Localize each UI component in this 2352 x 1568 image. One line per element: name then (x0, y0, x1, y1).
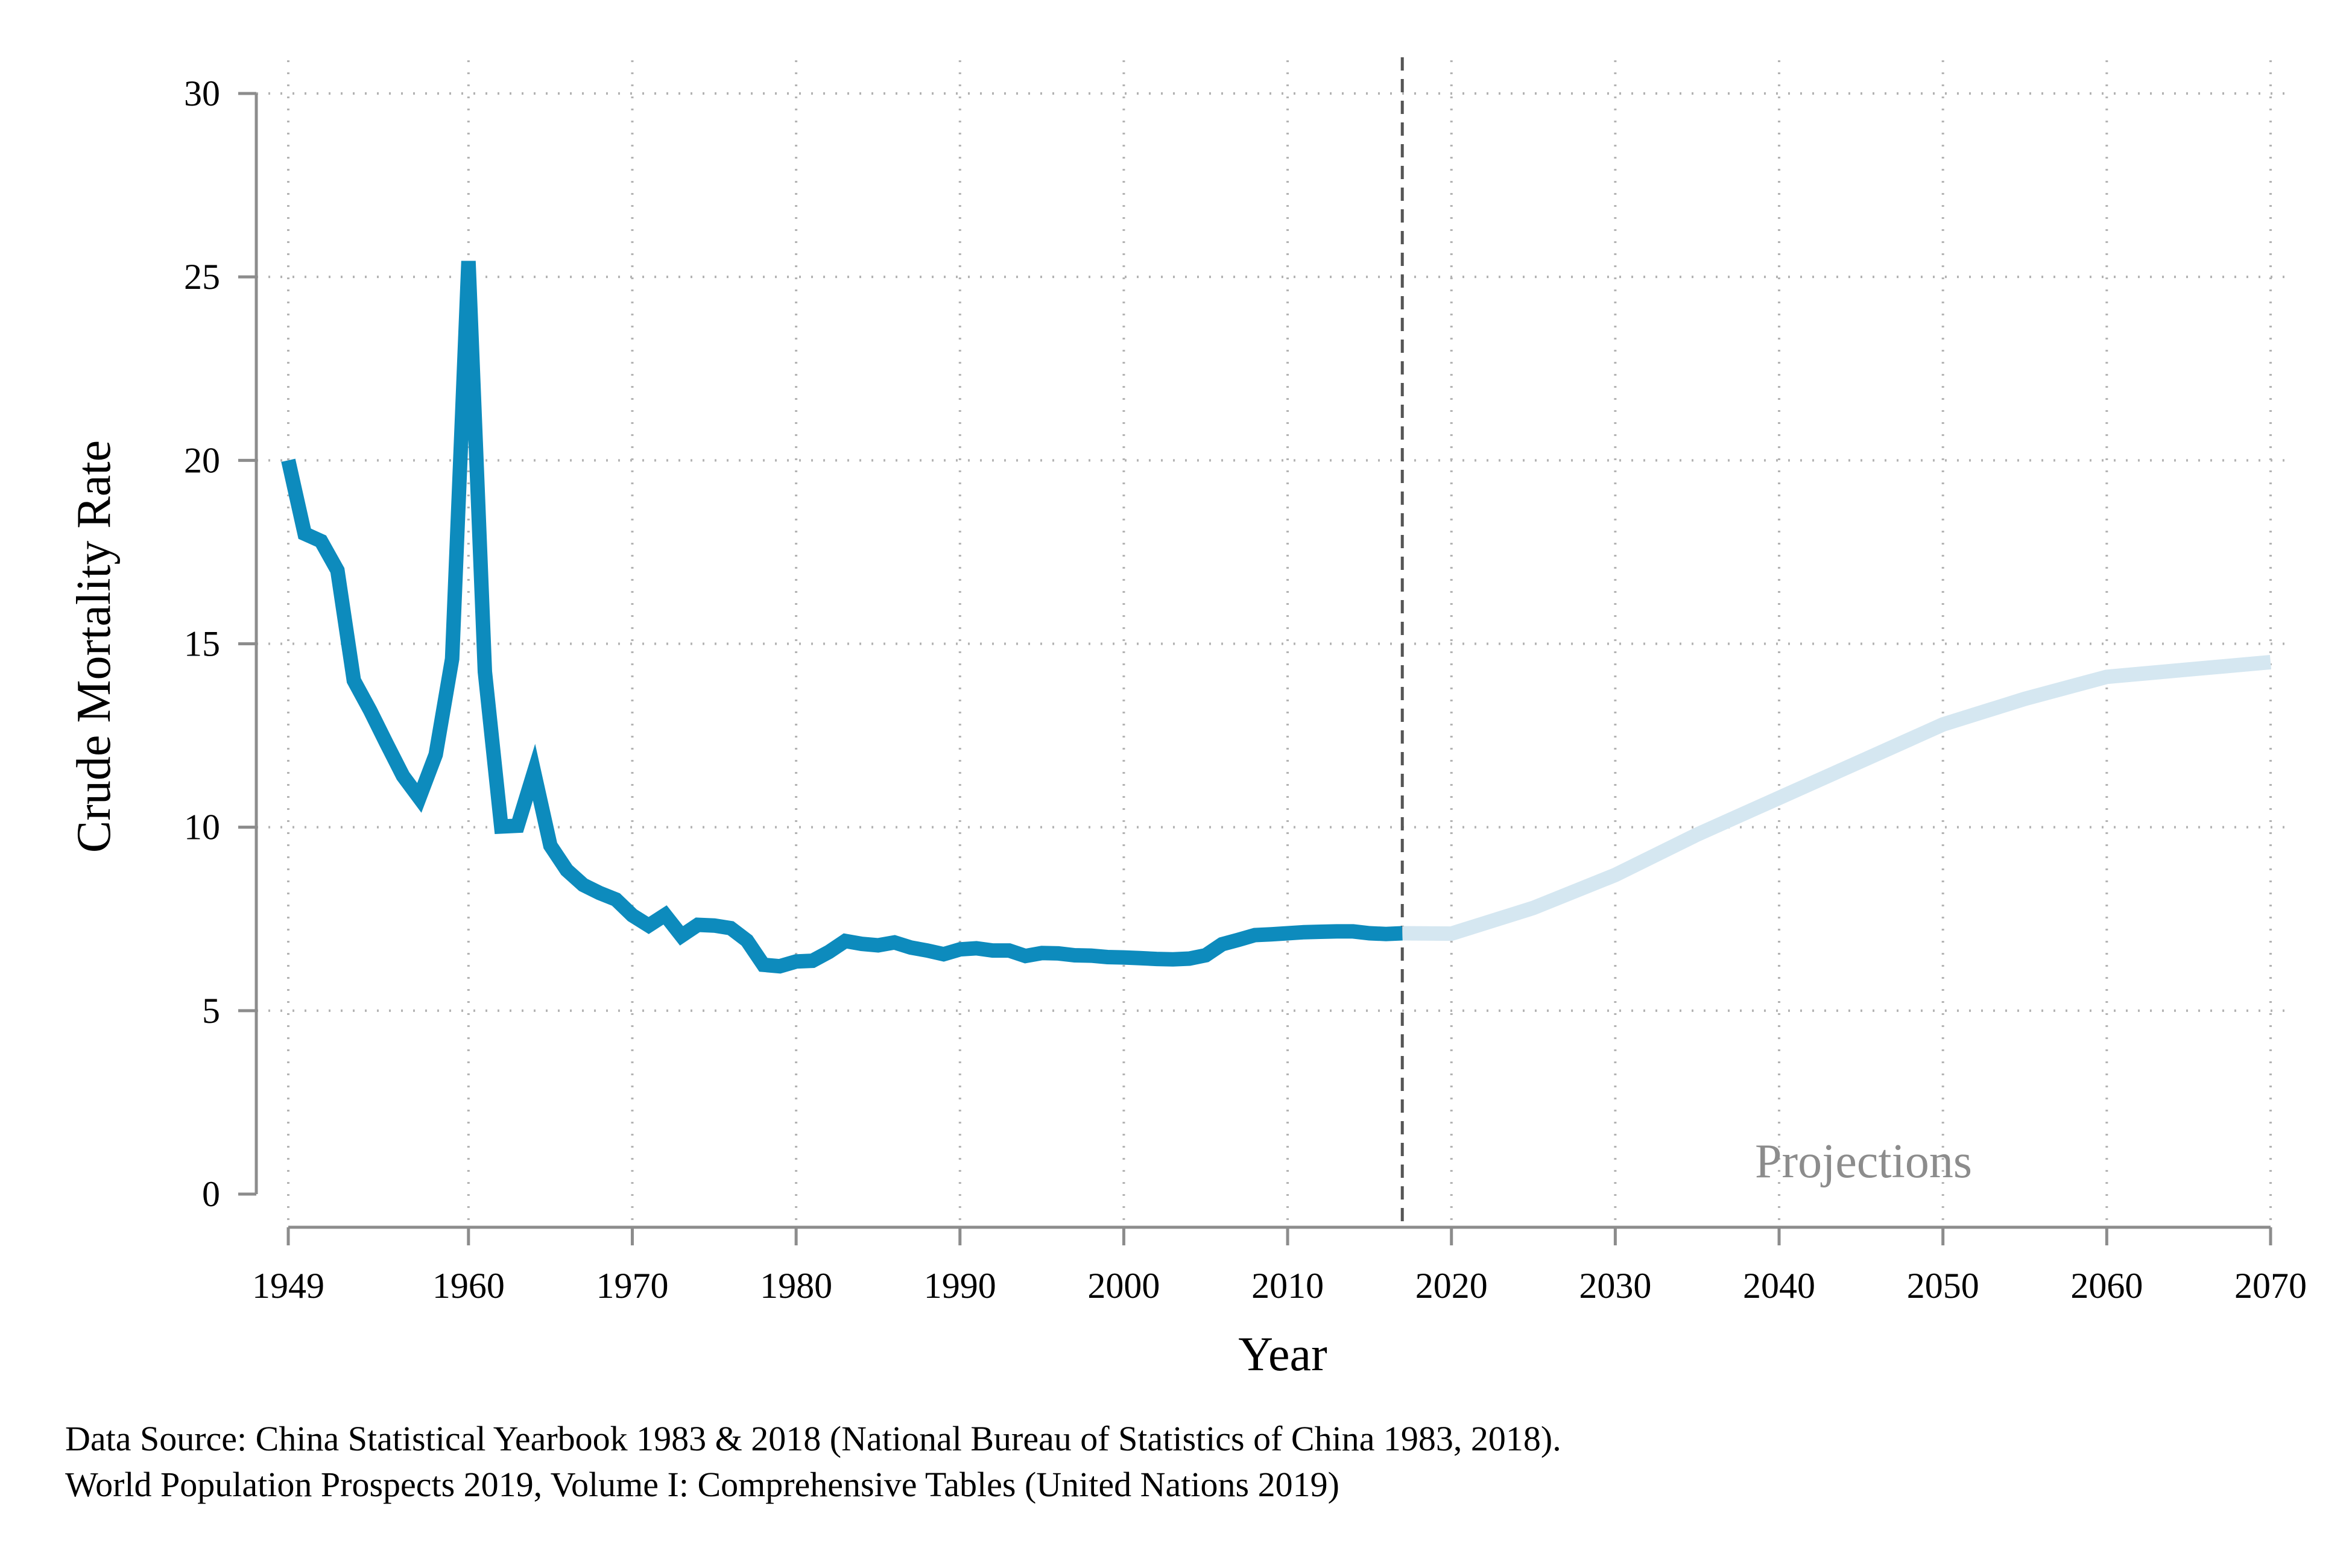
x-tick-label-2070: 2070 (2234, 1266, 2307, 1306)
series-lines (281, 261, 2272, 974)
x-tick-label-2000: 2000 (1087, 1266, 1160, 1306)
tick-labels: 0 5 10 15 20 25 30 1949 1960 1970 1980 1990 2000 2010… (184, 74, 2307, 1306)
x-tick-label-2030: 2030 (1579, 1266, 1651, 1306)
x-tick-label-1960: 1960 (432, 1266, 505, 1306)
axes (238, 57, 2272, 1245)
y-tick-label-15: 15 (184, 624, 220, 664)
x-tick-label-2050: 2050 (1907, 1266, 1979, 1306)
observed-series-line (281, 261, 1403, 974)
x-tick-label-1970: 1970 (596, 1266, 668, 1306)
y-tick-label-10: 10 (184, 808, 220, 847)
y-axis-title: Crude Mortality Rate (68, 440, 121, 853)
x-tick-label-2020: 2020 (1415, 1266, 1488, 1306)
projected-series-line (1402, 654, 2272, 941)
y-tick-label-25: 25 (184, 257, 220, 297)
grid-lines (256, 60, 2286, 1227)
x-tick-label-1949: 1949 (252, 1266, 324, 1306)
y-tick-label-5: 5 (202, 991, 220, 1031)
x-tick-label-1990: 1990 (924, 1266, 996, 1306)
x-tick-label-2010: 2010 (1251, 1266, 1324, 1306)
y-tick-label-30: 30 (184, 74, 220, 113)
x-tick-label-2040: 2040 (1743, 1266, 1815, 1306)
y-tick-label-0: 0 (202, 1174, 220, 1214)
source-line-1: Data Source: China Statistical Yearbook … (65, 1419, 1561, 1458)
x-axis-title: Year (1238, 1328, 1327, 1381)
x-tick-label-2060: 2060 (2070, 1266, 2143, 1306)
projections-annotation: Projections (1755, 1135, 1972, 1188)
y-tick-label-20: 20 (184, 440, 220, 480)
source-line-2: World Population Prospects 2019, Volume … (65, 1465, 1339, 1504)
x-tick-label-1980: 1980 (760, 1266, 832, 1306)
